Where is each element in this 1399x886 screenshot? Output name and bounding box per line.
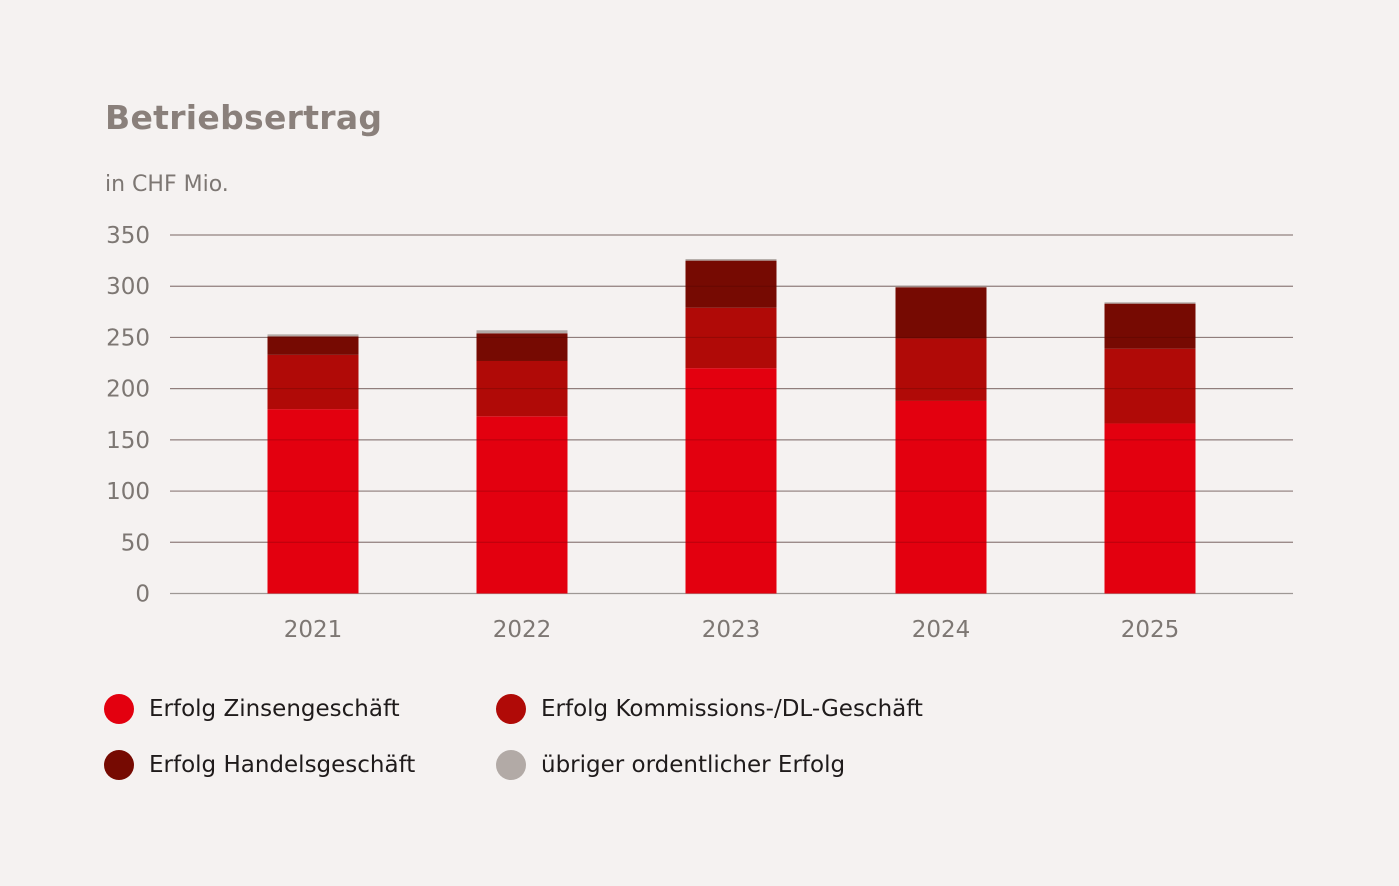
bar-segment-2023-s3[interactable]	[685, 259, 777, 261]
legend-swatch-handel	[104, 750, 134, 780]
bar-segment-2025-s1[interactable]	[1104, 348, 1196, 424]
legend-swatch-zinsen	[104, 694, 134, 724]
legend-label: Erfolg Handelsgeschäft	[149, 752, 416, 778]
bar-segment-2022-s0[interactable]	[476, 416, 568, 594]
bar-segment-2024-s1[interactable]	[895, 338, 987, 401]
x-tick-label: 2022	[493, 617, 552, 643]
bar-segment-2022-s1[interactable]	[476, 360, 568, 417]
x-tick-label: 2021	[284, 617, 343, 643]
y-tick-label: 200	[106, 377, 150, 403]
bars	[170, 234, 1293, 594]
bar-segment-2024-s3[interactable]	[895, 285, 987, 288]
bar-segment-2023-s0[interactable]	[685, 368, 777, 594]
bar-segment-2021-s3[interactable]	[267, 334, 359, 337]
bar-segment-2025-s2[interactable]	[1104, 303, 1196, 349]
legend-item-handel[interactable]: Erfolg Handelsgeschäft	[104, 750, 496, 780]
chart-title: Betriebsertrag	[105, 98, 383, 137]
legend-swatch-uebriger	[496, 750, 526, 780]
y-tick-label: 300	[106, 274, 150, 300]
bar-segment-2024-s0[interactable]	[895, 400, 987, 594]
y-tick-label: 50	[121, 530, 150, 556]
bar-segment-2022-s3[interactable]	[476, 330, 568, 334]
legend-label: Erfolg Zinsengeschäft	[149, 696, 400, 722]
bar-stack-2023[interactable]	[685, 259, 777, 594]
bar-stack-2024[interactable]	[895, 285, 987, 594]
legend-item-kommissions[interactable]: Erfolg Kommissions-/DL-Geschäft	[496, 694, 923, 724]
bar-segment-2025-s0[interactable]	[1104, 423, 1196, 594]
bar-segment-2023-s2[interactable]	[685, 260, 777, 308]
x-tick-label: 2024	[912, 617, 971, 643]
unit-label: in CHF Mio.	[105, 172, 229, 197]
bar-segment-2021-s2[interactable]	[267, 336, 359, 355]
legend-item-zinsen[interactable]: Erfolg Zinsengeschäft	[104, 694, 496, 724]
y-tick-label: 250	[106, 325, 150, 351]
y-tick-label: 0	[135, 582, 150, 608]
bar-segment-2022-s2[interactable]	[476, 333, 568, 361]
x-tick-label: 2025	[1121, 617, 1180, 643]
bar-stack-2021[interactable]	[267, 334, 359, 594]
bar-segment-2025-s3[interactable]	[1104, 302, 1196, 304]
y-axis-ticks: 0 50 100 150 200 250 300 350	[106, 223, 150, 608]
bar-segment-2024-s2[interactable]	[895, 287, 987, 339]
bar-segment-2021-s1[interactable]	[267, 354, 359, 410]
x-tick-label: 2023	[702, 617, 761, 643]
bar-stack-2025[interactable]	[1104, 302, 1196, 594]
bar-stack-2022[interactable]	[476, 330, 568, 594]
bar-segment-2023-s1[interactable]	[685, 307, 777, 369]
x-axis-ticks: 2021 2022 2023 2024 2025	[284, 617, 1180, 643]
y-tick-label: 350	[106, 223, 150, 249]
legend-item-uebriger[interactable]: übriger ordentlicher Erfolg	[496, 750, 916, 780]
y-tick-label: 150	[106, 428, 150, 454]
bar-segment-2021-s0[interactable]	[267, 409, 359, 594]
legend-swatch-kommissions	[496, 694, 526, 724]
legend: Erfolg Zinsengeschäft Erfolg Kommissions…	[104, 694, 923, 780]
legend-label: Erfolg Kommissions-/DL-Geschäft	[541, 696, 923, 722]
y-tick-label: 100	[106, 479, 150, 505]
legend-label: übriger ordentlicher Erfolg	[541, 752, 846, 778]
